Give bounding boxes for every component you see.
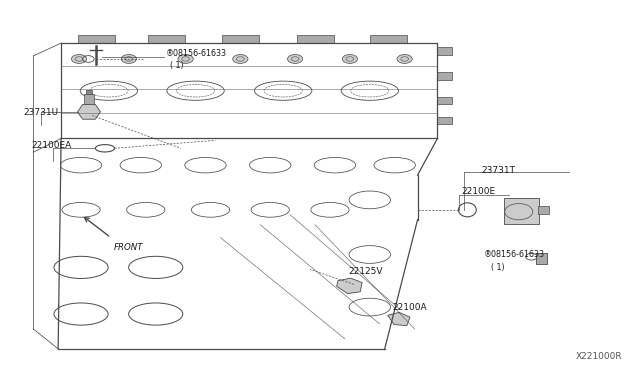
Circle shape — [233, 55, 248, 63]
Bar — [438, 72, 451, 80]
Bar — [223, 35, 259, 43]
Circle shape — [287, 55, 303, 63]
Bar — [297, 35, 334, 43]
Text: X221000R: X221000R — [576, 352, 623, 361]
Bar — [504, 198, 539, 224]
Text: FRONT: FRONT — [114, 243, 143, 252]
Circle shape — [342, 55, 358, 63]
Text: 22100E: 22100E — [461, 187, 495, 196]
Polygon shape — [77, 105, 100, 119]
Text: 22100EA: 22100EA — [31, 141, 72, 150]
Text: 22100A: 22100A — [393, 302, 428, 312]
Text: ( 1): ( 1) — [170, 61, 184, 70]
Text: ®08156-61633: ®08156-61633 — [166, 48, 227, 58]
Bar — [538, 206, 549, 214]
Bar — [438, 117, 451, 124]
Polygon shape — [84, 94, 94, 105]
Bar — [536, 253, 547, 264]
Text: 23731U: 23731U — [23, 108, 58, 117]
Polygon shape — [388, 312, 410, 326]
Text: ®08156-61633: ®08156-61633 — [484, 250, 545, 259]
Bar — [148, 35, 185, 43]
Circle shape — [397, 55, 412, 63]
Circle shape — [178, 55, 193, 63]
Text: 23731T: 23731T — [481, 166, 515, 174]
Bar — [438, 47, 451, 55]
Polygon shape — [86, 90, 92, 94]
Bar — [370, 35, 407, 43]
Polygon shape — [337, 278, 362, 294]
Text: ( 1): ( 1) — [492, 263, 505, 272]
Bar — [438, 97, 451, 104]
Circle shape — [72, 55, 86, 63]
Bar — [78, 35, 115, 43]
Text: 22125V: 22125V — [348, 267, 382, 276]
Circle shape — [121, 55, 136, 63]
